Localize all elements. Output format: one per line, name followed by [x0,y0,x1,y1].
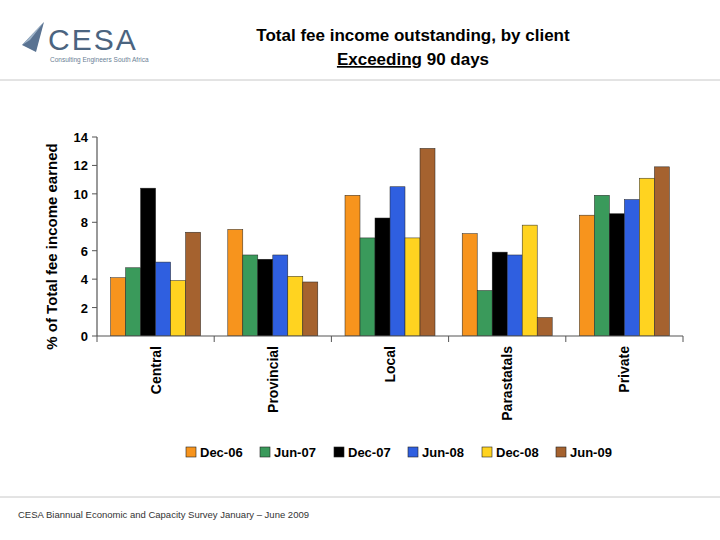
header-rule [0,80,720,81]
bar [654,167,669,336]
legend-label: Dec-06 [200,445,243,460]
x-tick [448,336,449,342]
y-tick [92,193,97,194]
x-tick [565,336,566,342]
subtitle-rest: 90 days [422,50,489,69]
y-tick [92,250,97,251]
x-tick [214,336,215,342]
bar [186,232,201,336]
bar [594,195,609,336]
legend-swatch [482,447,492,457]
legend-swatch [334,447,344,457]
bar [141,188,156,336]
footer-source: CESA Biannual Economic and Capacity Surv… [18,509,309,520]
bar [288,276,303,336]
legend-label: Dec-07 [348,445,391,460]
logo-icon [22,22,44,52]
x-tick-label: Central [148,346,164,394]
logo-tagline: Consulting Engineers South Africa [50,56,149,64]
logo-icon-highlight [22,22,44,45]
bar [111,278,126,336]
bar [507,255,522,336]
legend-swatch [260,447,270,457]
bar [522,225,537,336]
y-tick [92,165,97,166]
x-tick-label: Private [616,346,632,393]
bar [477,291,492,336]
x-tick [331,336,332,342]
bar [273,255,288,336]
legend-label: Jun-07 [274,445,316,460]
legend-label: Jun-08 [422,445,464,460]
legend-swatch [556,447,566,457]
y-tick [92,222,97,223]
y-tick [92,137,97,138]
bar [126,268,141,336]
bar [156,262,171,336]
legend: Dec-06 Jun-07 Dec-07 Jun-08 Dec-08 Jun-09 [186,445,612,460]
bar [462,234,477,336]
y-tick-label: 2 [81,301,88,316]
bar [492,252,507,336]
bar [639,178,654,336]
bar [243,255,258,336]
bar [258,259,273,336]
chart: CESAConsulting Engineers South AfricaCES… [0,0,720,540]
bar [624,200,639,336]
title: Total fee income outstanding, by client [256,26,570,45]
bar [537,318,552,336]
legend-label: Dec-08 [496,445,539,460]
subtitle-emphasis: Exceeding [337,50,422,69]
legend-label: Jun-09 [570,445,612,460]
y-axis-label: % of Total fee income earned [43,143,60,349]
logo: CESAConsulting Engineers South Africa [22,22,149,64]
x-tick [97,336,98,342]
x-tick [683,336,684,342]
legend-swatch [186,447,196,457]
logo-text: CESA [48,23,138,56]
bars [111,148,670,336]
y-tick-label: 8 [81,215,88,230]
y-tick-label: 6 [81,244,88,259]
bar [375,218,390,336]
y-axis-line [96,137,97,336]
y-tick-label: 12 [74,158,88,173]
y-tick [92,336,97,337]
legend-swatch [408,447,418,457]
bar [609,214,624,336]
y-tick-label: 0 [81,329,88,344]
bar [303,282,318,336]
page: {"chart_data": { "type": "bar", "title":… [0,0,720,540]
bar [579,215,594,336]
bar [228,229,243,336]
subtitle: Exceeding 90 days [337,50,489,69]
footer-rule [0,497,720,498]
y-tick-label: 4 [81,272,89,287]
bar [390,187,405,336]
x-tick-label: Provincial [265,346,281,413]
y-tick-label: 10 [74,187,88,202]
bar [345,195,360,336]
x-tick-label: Local [382,346,398,383]
x-tick-label: Parastatals [499,346,515,421]
x-axis-line [97,335,683,336]
bar [171,281,186,336]
y-tick [92,307,97,308]
y-tick-label: 14 [74,130,89,145]
bar [420,148,435,336]
bar [360,238,375,336]
y-tick [92,279,97,280]
bar [405,238,420,336]
